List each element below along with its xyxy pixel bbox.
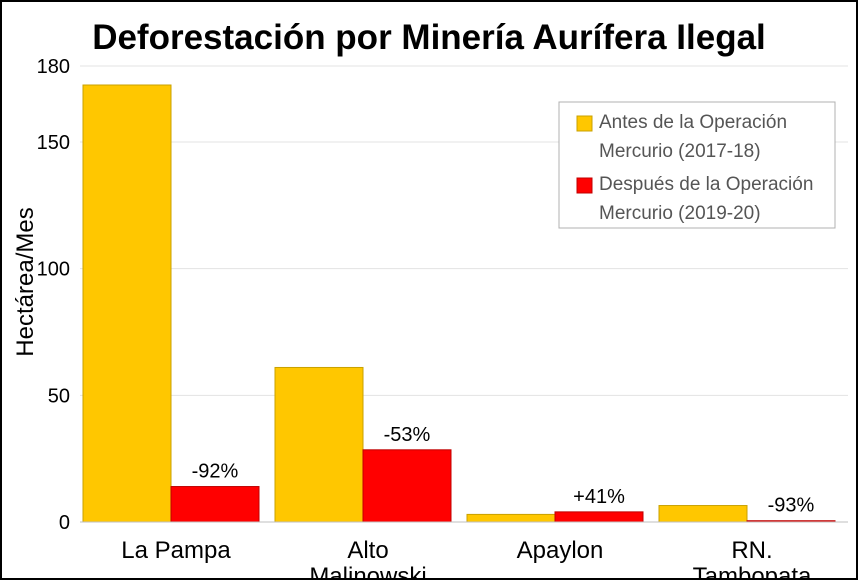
category-label: RN. Tambopata [693, 537, 812, 580]
y-tick-label: 100 [37, 259, 70, 281]
category-labels: La Pampa Alto Malinowski Apaylon RN. Tambopat… [121, 537, 812, 580]
legend-swatch [576, 177, 593, 194]
y-tick-label: 180 [37, 56, 70, 78]
category-label: La Pampa [121, 537, 231, 564]
y-axis-label: Hectárea/Mes [12, 207, 39, 356]
bar [274, 366, 364, 523]
y-tick-label: 150 [37, 132, 70, 154]
bar [170, 486, 260, 523]
bar [362, 449, 452, 523]
category-label: Alto Malinowski [309, 537, 426, 580]
y-tick-labels: 0 50 100 150 180 [37, 56, 70, 534]
chart-title: Deforestación por Minería Aurífera Ilega… [92, 18, 766, 57]
y-tick-label: 0 [59, 512, 70, 534]
legend-label: Antes de la Operación Mercurio (2017-18) [599, 112, 787, 162]
bar [658, 505, 748, 523]
bar [82, 84, 172, 523]
y-tick-label: 50 [48, 385, 70, 407]
data-labels: -92% -53% +41% -93% [192, 424, 815, 517]
legend-swatch [576, 115, 593, 132]
bar [466, 513, 556, 523]
data-label: +41% [573, 486, 625, 508]
data-label: -53% [384, 424, 431, 446]
legend-box [558, 101, 836, 229]
gridlines [80, 65, 848, 396]
legend: Antes de la Operación Mercurio (2017-18) D… [558, 101, 836, 229]
data-label: -92% [192, 461, 239, 483]
bar [554, 511, 644, 523]
data-label: -93% [768, 495, 815, 517]
category-label: Apaylon [517, 537, 604, 564]
legend-label: Después de la Operación Mercurio (2019-20… [599, 174, 813, 224]
